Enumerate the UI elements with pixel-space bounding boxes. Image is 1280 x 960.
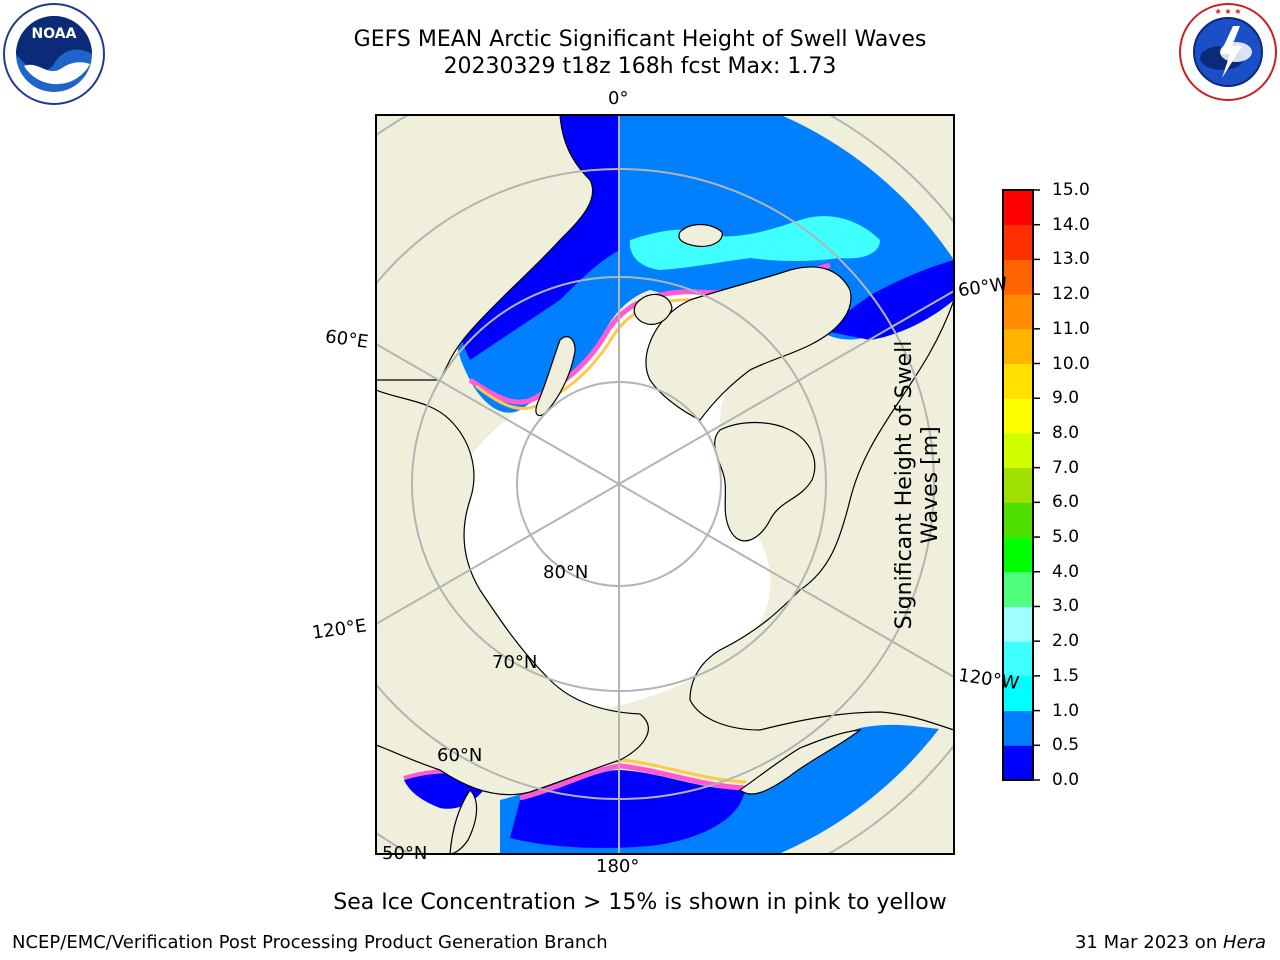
alaska xyxy=(739,729,862,795)
colorbar-tick-label: 1.0 xyxy=(1052,700,1080,721)
colorbar-tick-label: 6.0 xyxy=(1052,492,1080,513)
colorbar-swatch xyxy=(1003,190,1033,226)
colorbar-swatch xyxy=(1003,259,1033,295)
colorbar-tick-label: 7.0 xyxy=(1052,457,1080,478)
map-frame xyxy=(375,114,955,855)
colorbar-tick-label: 15.0 xyxy=(1052,180,1090,200)
ice-edge-pacific xyxy=(519,763,746,801)
colorbar-tick-label: 3.0 xyxy=(1052,596,1080,617)
lon-label-0: 0° xyxy=(608,88,629,109)
colorbar-tick-label: 11.0 xyxy=(1052,318,1090,339)
run-date: 31 Mar 2023 on xyxy=(1074,932,1223,953)
siberia xyxy=(376,389,649,796)
svg-text:★ ★ ★: ★ ★ ★ xyxy=(1214,7,1241,16)
colorbar-swatch xyxy=(1003,537,1033,573)
colorbar-tick-label: 0.5 xyxy=(1052,735,1080,756)
sea-ice-footnote: Sea Ice Concentration > 15% is shown in … xyxy=(333,890,947,915)
colorbar-tick-label: 1.5 xyxy=(1052,665,1080,686)
meridian-60w xyxy=(618,290,954,485)
colorbar-tick-label: 2.0 xyxy=(1052,631,1080,652)
colorbar-tick-label: 10.0 xyxy=(1052,353,1090,374)
colorbar-swatch xyxy=(1003,675,1033,712)
colorbar-swatch xyxy=(1003,467,1033,503)
iceland xyxy=(678,223,723,247)
lat-label-70: 70°N xyxy=(492,652,538,673)
colorbar-tick-label: 4.0 xyxy=(1052,561,1080,582)
colorbar-tick-label: 8.0 xyxy=(1052,422,1080,443)
colorbar-tick-label: 13.0 xyxy=(1052,249,1090,270)
noaa-logo-icon: NOAA xyxy=(3,3,105,105)
colorbar-label: Significant Height of Swell Waves [m] xyxy=(892,275,944,695)
noaa-logo-text: NOAA xyxy=(32,26,77,42)
colorbar-tick-label: 12.0 xyxy=(1052,284,1090,305)
bering-sea-deep xyxy=(510,770,745,848)
lat-label-60: 60°N xyxy=(437,745,483,766)
colorbar-swatch xyxy=(1003,294,1033,330)
colorbar-swatch xyxy=(1003,710,1033,746)
colorbar-label-line2: Waves [m] xyxy=(918,426,943,544)
colorbar-label-line1: Significant Height of Swell xyxy=(892,340,917,630)
north-atlantic-deep xyxy=(820,260,954,340)
colorbar-tick-label: 0.0 xyxy=(1052,770,1080,790)
canadian-archipelago xyxy=(714,421,816,542)
colorbar-swatch xyxy=(1003,363,1033,399)
map-subtitle: 20230329 t18z 168h fcst Max: 1.73 xyxy=(443,54,837,79)
colorbar-frame xyxy=(1002,189,1034,781)
meridian-120w xyxy=(618,483,954,678)
colorbar-tick-label: 9.0 xyxy=(1052,388,1080,409)
graticule xyxy=(376,115,954,854)
colorbar-swatch xyxy=(1003,745,1033,781)
colorbar-swatch xyxy=(1003,641,1033,677)
colorbar-tick-label: 5.0 xyxy=(1052,527,1080,548)
producer-credit: NCEP/EMC/Verification Post Processing Pr… xyxy=(12,932,608,953)
run-host: Hera xyxy=(1222,932,1266,953)
colorbar-swatch xyxy=(1003,224,1033,260)
run-date-credit: 31 Mar 2023 on Hera xyxy=(1075,932,1266,953)
nws-logo-icon: ★ ★ ★ xyxy=(1179,3,1277,101)
lat-label-80: 80°N xyxy=(543,562,589,583)
colorbar-tick-label: 14.0 xyxy=(1052,214,1090,235)
colorbar-swatch xyxy=(1003,502,1033,538)
colorbar-swatch xyxy=(1003,398,1033,434)
colorbar xyxy=(1002,189,1040,781)
colorbar-swatch xyxy=(1003,571,1033,607)
kamchatka xyxy=(449,789,478,854)
lat-label-50: 50°N xyxy=(382,843,428,864)
colorbar-swatch xyxy=(1003,432,1033,469)
north-america xyxy=(689,299,954,731)
atlantic-high-swell xyxy=(629,216,880,270)
svalbard xyxy=(633,293,673,325)
colorbar-swatch xyxy=(1003,606,1033,642)
lon-label-180: 180° xyxy=(596,856,640,877)
greenland xyxy=(645,266,852,421)
meridian-120e xyxy=(376,483,620,625)
scandinavia xyxy=(376,115,594,381)
meridian-60e xyxy=(376,343,620,485)
colorbar-swatch xyxy=(1003,328,1033,365)
map-title: GEFS MEAN Arctic Significant Height of S… xyxy=(353,27,927,52)
